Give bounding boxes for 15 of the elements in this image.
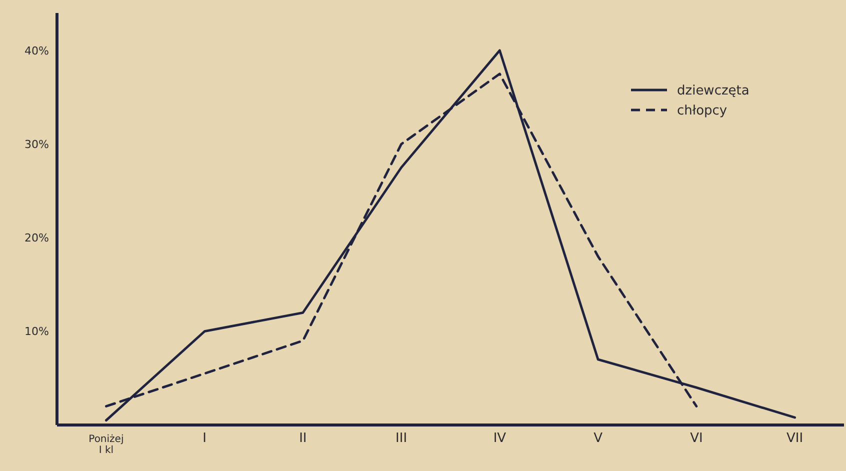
x-tick-label: V <box>594 431 603 446</box>
x-tick-label: VII <box>786 431 804 446</box>
x-tick-label: II <box>299 431 307 446</box>
x-tick-label: I <box>202 431 206 446</box>
y-tick-label: 20% <box>24 232 49 245</box>
legend-label: chłopcy <box>677 104 728 119</box>
legend-label: dziewczęta <box>677 84 750 99</box>
line-series <box>104 49 796 422</box>
x-tick-label: VI <box>690 431 703 446</box>
x-tick-label: III <box>396 431 408 446</box>
x-tick-label: IV <box>493 431 506 446</box>
y-tick-label: 30% <box>24 138 49 151</box>
y-tick-label: 40% <box>24 44 49 58</box>
x-tick-label: Poniżej I kl <box>88 434 124 456</box>
y-tick-label: 10% <box>24 325 49 338</box>
